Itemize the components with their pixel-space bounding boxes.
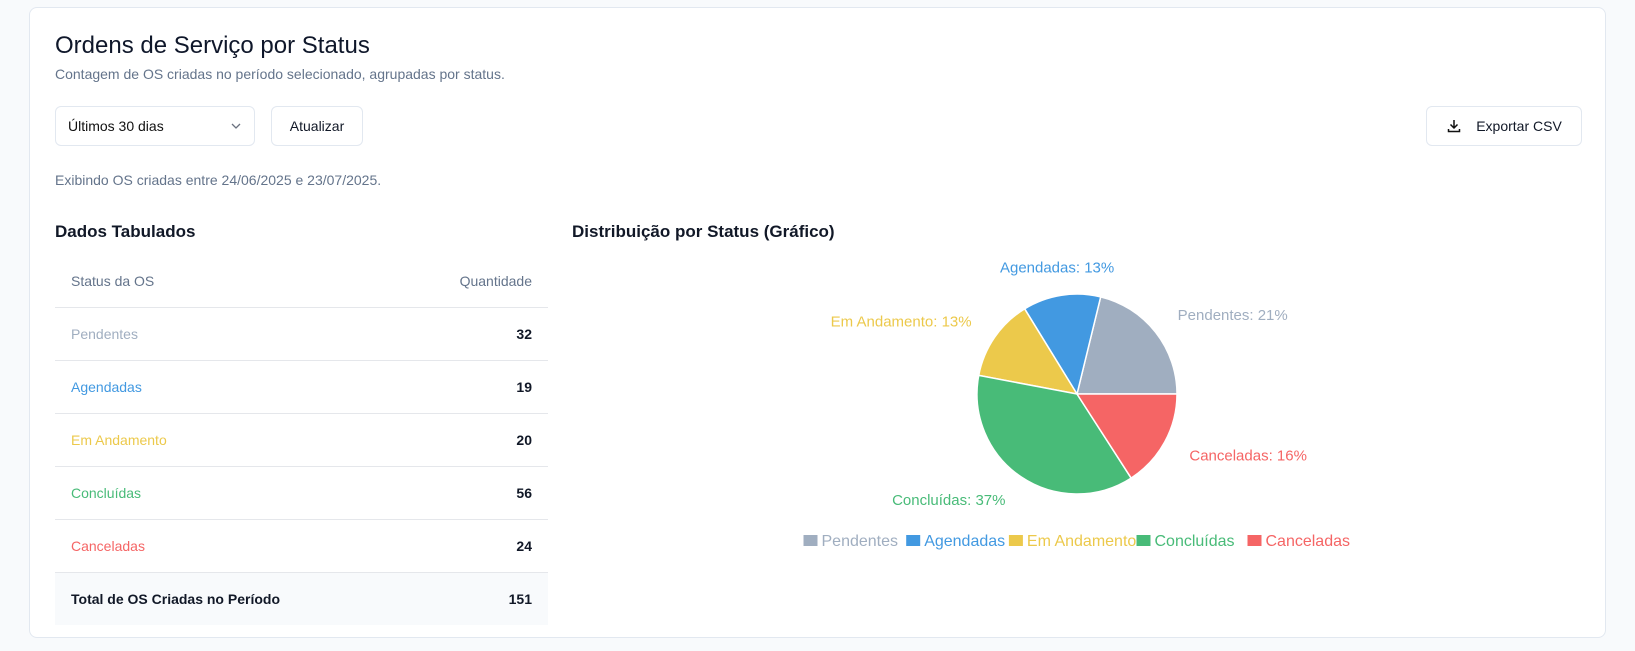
export-label: Exportar CSV <box>1476 118 1562 134</box>
legend-swatch <box>906 535 921 546</box>
chart-legend: Pendentes Agendadas Em Andamento Concluídas… <box>803 533 1351 550</box>
chevron-down-icon <box>231 123 241 129</box>
table-row: Canceladas 24 <box>55 519 548 573</box>
slice-label: Concluídas: 37% <box>892 492 1005 509</box>
quantity-cell: 56 <box>398 466 548 520</box>
quantity-cell: 32 <box>398 307 548 361</box>
date-range-text: Exibindo OS criadas entre 24/06/2025 e 2… <box>55 172 382 188</box>
total-label: Total de OS Criadas no Período <box>55 572 399 625</box>
legend-item[interactable]: Agendadas <box>924 533 1005 550</box>
refresh-label: Atualizar <box>289 118 345 134</box>
slice-label: Em Andamento: 13% <box>831 313 972 330</box>
table-total-row: Total de OS Criadas no Período 151 <box>55 572 548 625</box>
table-title: Dados Tabulados <box>55 222 196 241</box>
legend-item[interactable]: Pendentes <box>822 533 899 550</box>
export-csv-button[interactable]: Exportar CSV <box>1426 106 1582 146</box>
status-table: Status da OS Quantidade Pendentes 32 Agen… <box>55 255 548 625</box>
pie-slice-0 <box>1076 295 1178 395</box>
header-quantity: Quantidade <box>398 255 548 308</box>
legend-swatch <box>1136 535 1151 546</box>
slice-label: Agendadas: 13% <box>1000 260 1114 277</box>
legend-swatch <box>1247 535 1262 546</box>
refresh-button[interactable]: Atualizar <box>271 106 363 146</box>
table-row: Pendentes 32 <box>55 307 548 361</box>
slice-label: Canceladas: 16% <box>1189 447 1307 464</box>
legend-item[interactable]: Canceladas <box>1266 533 1351 550</box>
status-cell: Canceladas <box>55 519 399 573</box>
status-cell: Pendentes <box>55 307 399 361</box>
quantity-cell: 24 <box>398 519 548 573</box>
table-row: Em Andamento 20 <box>55 413 548 467</box>
period-select[interactable]: Últimos 30 dias <box>55 106 255 146</box>
status-cell: Em Andamento <box>55 413 399 467</box>
total-value: 151 <box>398 572 548 625</box>
pie-slice-1 <box>1023 293 1102 396</box>
status-cell: Agendadas <box>55 360 399 414</box>
table-header: Status da OS Quantidade <box>55 255 548 308</box>
legend-item[interactable]: Concluídas <box>1155 533 1235 550</box>
report-card: Ordens de Serviço por Status Contagem de… <box>29 7 1606 638</box>
page-title: Ordens de Serviço por Status <box>55 32 370 59</box>
status-cell: Concluídas <box>55 466 399 520</box>
quantity-cell: 20 <box>398 413 548 467</box>
table-row: Agendadas 19 <box>55 360 548 414</box>
page-subtitle: Contagem de OS criadas no período seleci… <box>55 66 505 82</box>
pie-chart: Pendentes: 21% Agendadas: 13% Em Andamento… <box>803 260 1351 550</box>
pie-slice-2 <box>977 307 1079 396</box>
pie-slice-3 <box>976 374 1133 495</box>
legend-swatch <box>1008 535 1023 546</box>
header-status: Status da OS <box>55 255 399 308</box>
chart-title: Distribuição por Status (Gráfico) <box>572 222 835 241</box>
table-row: Concluídas 56 <box>55 466 548 520</box>
period-select-value: Últimos 30 dias <box>68 118 164 134</box>
slice-label: Pendentes: 21% <box>1178 307 1288 324</box>
legend-swatch <box>803 535 818 546</box>
pie-slice-4 <box>1075 393 1178 480</box>
legend-item[interactable]: Em Andamento <box>1027 533 1137 550</box>
quantity-cell: 19 <box>398 360 548 414</box>
download-icon <box>1447 120 1461 133</box>
